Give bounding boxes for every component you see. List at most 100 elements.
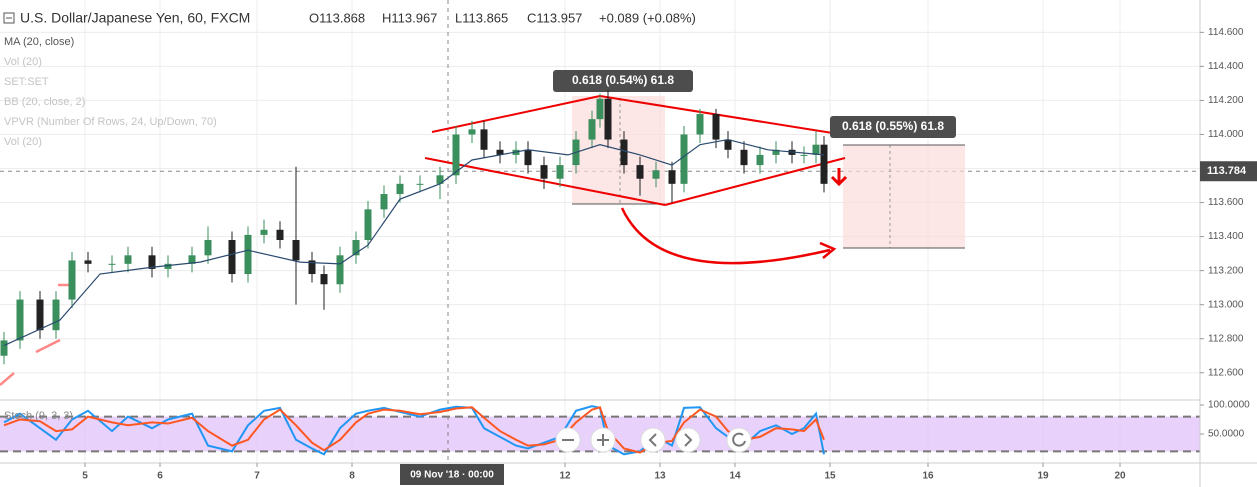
candle-body [756,154,764,166]
annotation-box [553,70,693,92]
candle-body [308,260,316,275]
ohlc: O113.868 [309,10,365,25]
candle-body [696,114,704,135]
candle-body [496,149,504,155]
x-tick-label: 14 [729,471,741,482]
symbol: U.S. Dollar/Japanese Yen, 60, FXCM [20,10,250,26]
candle-body [164,263,172,269]
y-tick-label: 114.200 [1208,95,1244,106]
ohlc: H113.967 [382,10,437,25]
ohlc: C113.957 [527,10,582,25]
x-tick-label: 8 [349,471,355,482]
x-tick-label: 5 [82,471,88,482]
indicator-label: BB (20, close, 2) [4,96,85,108]
scroll-left-icon [648,433,657,447]
candle-body [436,175,444,184]
fib-box [843,145,965,248]
candle-body [772,149,780,155]
candle-body [36,299,44,331]
crosshair-label: 09 Nov '18 · 00:00 [410,470,494,481]
curved-arrow [620,207,831,265]
y-tick-label: 112.800 [1208,333,1244,344]
y-tick-label: 100.0000 [1208,400,1250,411]
candle-body [204,240,212,256]
y-tick-label: 113.000 [1208,299,1244,310]
candle-body [604,98,612,140]
candle-body [148,255,156,269]
indicator-list: MA (20, close) Vol (20) SET:SET BB (20, clo… [4,36,217,148]
annotation: 0.618 (0.55%) 61.8 [842,119,944,133]
scroll-left-button[interactable] [640,427,666,453]
candle-body [0,340,8,356]
x-tick-label: 16 [922,471,934,482]
x-tick-label: 15 [824,471,836,482]
candle-body [468,129,476,135]
indicator-label: MA (20, close) [4,36,74,48]
collapse-icon[interactable] [3,12,15,24]
trend-line [664,157,846,206]
last-price-box [1200,161,1257,182]
candle-body [596,98,604,120]
trend-line [599,95,846,136]
candle-body [712,114,720,140]
x-tick-label: 13 [654,471,666,482]
ohlc: L113.865 [455,10,508,25]
candle-body [812,144,820,155]
candle-body [276,229,284,240]
candle-body [336,255,344,285]
candle-body [244,234,252,275]
candle-body [556,165,564,179]
change: +0.089 (+0.08%) [599,10,696,25]
candle-body [108,263,116,265]
y-tick-label: 114.000 [1208,129,1244,140]
candle-body [680,134,688,184]
scroll-right-icon [684,433,693,447]
candle-body [396,183,404,195]
x-tick-label: 19 [1037,471,1049,482]
y-tick-label: 113.600 [1208,197,1244,208]
candle-body [416,183,424,185]
candle-body [364,209,372,240]
y-tick-label: 50.0000 [1208,429,1245,440]
indicator-label: Vol (20) [4,56,42,68]
candle-body [480,129,488,150]
candle-body [352,240,360,256]
candle-body [68,260,76,300]
candle-body [16,299,24,341]
candle-body [124,255,132,264]
candle-body [260,229,268,235]
y-tick-label: 113.400 [1208,231,1244,242]
candle-body [740,149,748,166]
arrow-head [819,241,837,259]
reset-button[interactable] [726,427,752,453]
candle-body [452,134,460,176]
y-tick-label: 113.200 [1208,265,1244,276]
zoom-in-icon [597,434,609,446]
header: U.S. Dollar/Japanese Yen, 60, FXCM O113.… [3,10,696,26]
stoch-line [3,406,825,454]
stoch-title: Stoch (9, 3, 3) [4,410,73,422]
y-tick-label: 114.600 [1208,27,1244,38]
candle-body [652,170,660,179]
candle-body [636,165,644,179]
annotation: 0.618 (0.54%) 61.8 [572,73,674,87]
candle-body [52,299,60,331]
down-arrow [830,168,848,187]
x-tick-label: 6 [157,471,163,482]
candle-body [228,240,236,275]
last-price-label: 113.784 [1207,165,1247,177]
candle-body [820,144,828,184]
candle-body [540,165,548,179]
candle-body [620,139,628,166]
scroll-right-button[interactable] [675,427,701,453]
candle-body [588,119,596,140]
y-tick-label: 112.600 [1208,367,1244,378]
candle-body [380,194,388,210]
x-tick-label: 20 [1114,471,1126,482]
y-tick-label: 114.400 [1208,61,1244,72]
candle-body [188,255,196,264]
x-tick-label: 7 [254,471,260,482]
indicator-label: VPVR (Number Of Rows, 24, Up/Down, 70) [4,116,217,128]
zoom-controls [555,427,752,453]
